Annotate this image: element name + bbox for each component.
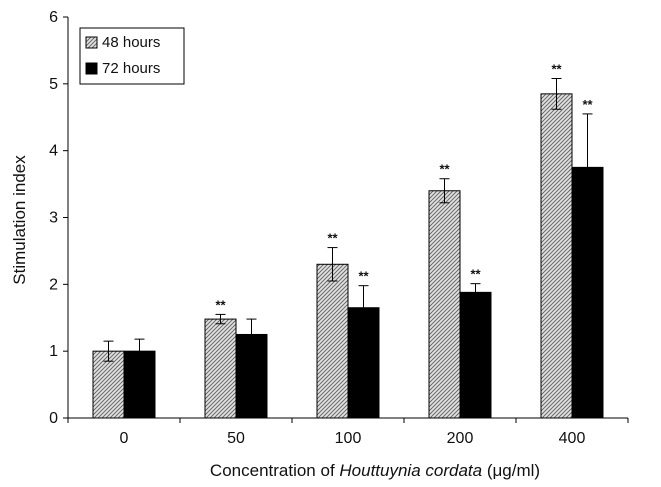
- y-tick-label: 5: [49, 76, 58, 93]
- bar-48-hours: [92, 350, 125, 419]
- significance-marker: **: [215, 297, 226, 312]
- significance-marker: **: [582, 97, 593, 112]
- bar-48-hours: [204, 318, 237, 419]
- x-axis-label-prefix: Concentration of: [210, 461, 339, 480]
- x-tick-label: 200: [447, 430, 474, 447]
- legend-label-72-hours: 72 hours: [102, 60, 160, 77]
- x-tick-label: 0: [120, 430, 129, 447]
- y-tick-label: 1: [49, 343, 58, 360]
- x-tick-label: 50: [227, 430, 245, 447]
- plot-area: 0 1 2 3 4 5 6 0 50 100 200 400 ** ** ** ** ** ** **: [49, 9, 629, 447]
- x-axis-label-italic: Houttuynia cordata: [339, 461, 482, 480]
- significance-marker: **: [358, 269, 369, 284]
- y-tick-label: 2: [49, 276, 58, 293]
- significance-marker: **: [439, 162, 450, 177]
- significance-marker: **: [327, 231, 338, 246]
- y-tick-label: 6: [49, 9, 58, 26]
- bar-72-hours: [459, 291, 492, 419]
- x-tick-label: 100: [335, 430, 362, 447]
- y-tick-label: 4: [49, 143, 58, 160]
- significance-marker: **: [551, 61, 562, 76]
- y-tick-label: 0: [49, 410, 58, 427]
- bar-48-hours: [316, 263, 349, 419]
- x-axis-label-suffix: (μg/ml): [482, 461, 540, 480]
- legend-swatch-48-hours: [85, 36, 98, 49]
- y-tick-label: 3: [49, 210, 58, 227]
- y-axis-label: Stimulation index: [10, 155, 29, 285]
- legend: 48 hours 72 hours: [79, 27, 185, 85]
- legend-swatch-72-hours: [85, 62, 98, 75]
- legend-label-48-hours: 48 hours: [102, 34, 160, 51]
- x-axis-label: Concentration of Houttuynia cordata (μg/…: [210, 461, 540, 480]
- x-tick-label: 400: [559, 430, 586, 447]
- bar-48-hours: [428, 190, 461, 419]
- significance-marker: **: [470, 267, 481, 282]
- bar-48-hours: [540, 93, 573, 419]
